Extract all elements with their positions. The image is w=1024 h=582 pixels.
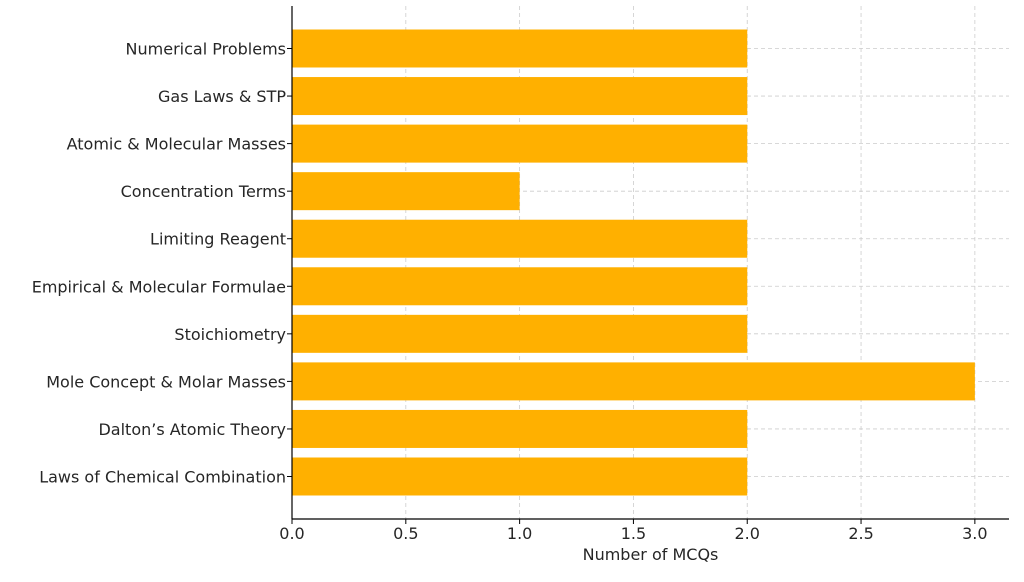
- y-tick-label: Concentration Terms: [121, 182, 286, 201]
- bar: [292, 124, 748, 163]
- y-tick-label: Empirical & Molecular Formulae: [32, 277, 286, 296]
- bar: [292, 172, 520, 211]
- bar: [292, 77, 748, 116]
- bar: [292, 409, 748, 448]
- x-tick-label: 2.5: [848, 524, 873, 543]
- bars: [292, 29, 975, 496]
- bar: [292, 219, 748, 258]
- bar: [292, 457, 748, 496]
- y-tick-label: Stoichiometry: [174, 325, 286, 344]
- y-tick-label: Mole Concept & Molar Masses: [46, 372, 286, 391]
- y-tick-label: Limiting Reagent: [150, 230, 286, 249]
- x-tick-labels: 0.0 0.5 1.0 1.5 2.0 2.5 3.0: [279, 519, 988, 543]
- x-tick-label: 1.0: [507, 524, 532, 543]
- axes: [291, 6, 1009, 520]
- y-tick-label: Atomic & Molecular Masses: [67, 135, 286, 154]
- x-tick-label: 0.0: [279, 524, 304, 543]
- bar: [292, 362, 975, 401]
- bar: [292, 267, 748, 306]
- bar: [292, 29, 748, 68]
- x-tick-label: 2.0: [735, 524, 760, 543]
- y-tick-label: Numerical Problems: [126, 40, 286, 59]
- x-axis-label: Number of MCQs: [583, 545, 719, 564]
- x-tick-label: 0.5: [393, 524, 418, 543]
- y-tick-labels: Laws of Chemical Combination Dalton’s Ato…: [32, 40, 292, 487]
- y-tick-label: Laws of Chemical Combination: [39, 468, 286, 487]
- y-tick-label: Gas Laws & STP: [158, 87, 286, 106]
- y-tick-label: Dalton’s Atomic Theory: [98, 420, 286, 439]
- bar: [292, 314, 748, 353]
- x-tick-label: 1.5: [621, 524, 646, 543]
- x-tick-label: 3.0: [962, 524, 987, 543]
